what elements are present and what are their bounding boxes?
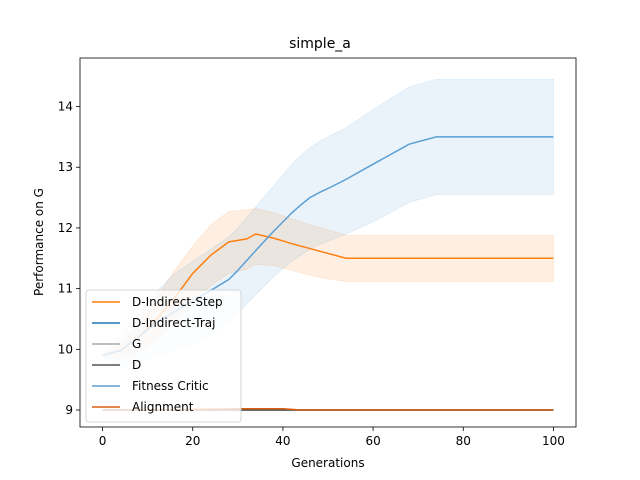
x-axis: 0 20 40 60 80 100 — [99, 427, 565, 448]
x-tick-label: 40 — [275, 434, 290, 448]
legend-label-fitness-critic: Fitness Critic — [132, 379, 209, 393]
x-tick-label: 60 — [365, 434, 380, 448]
plot-frame — [79, 57, 577, 428]
y-tick-label: 14 — [58, 100, 73, 114]
y-axis-label: Performance on G — [32, 188, 46, 296]
y-tick-label: 12 — [58, 221, 73, 235]
legend: D-Indirect-Step D-Indirect-Traj GD Fitness … — [85, 289, 242, 423]
x-tick-label: 100 — [542, 434, 565, 448]
x-tick-label: 80 — [456, 434, 471, 448]
legend-label-alignment: Alignment — [132, 400, 194, 414]
y-tick-label: 13 — [58, 160, 73, 174]
legend-box — [85, 289, 242, 423]
x-tick-label: 0 — [99, 434, 107, 448]
legend-label-d: D — [132, 358, 141, 372]
legend-label-d-indirect-step: D-Indirect-Step — [132, 295, 223, 309]
legend-label-d-indirect-traj: D-Indirect-Traj — [132, 316, 215, 330]
x-axis-label: Generations — [291, 456, 364, 470]
x-tick-label: 20 — [185, 434, 200, 448]
chart-title: simple_a — [289, 36, 351, 52]
y-tick-label: 11 — [58, 282, 73, 296]
legend-label-g: G — [132, 337, 141, 351]
y-tick-label: 9 — [65, 403, 73, 417]
y-tick-label: 10 — [58, 342, 73, 356]
y-axis: 9 10 11 12 13 14 — [58, 100, 80, 417]
